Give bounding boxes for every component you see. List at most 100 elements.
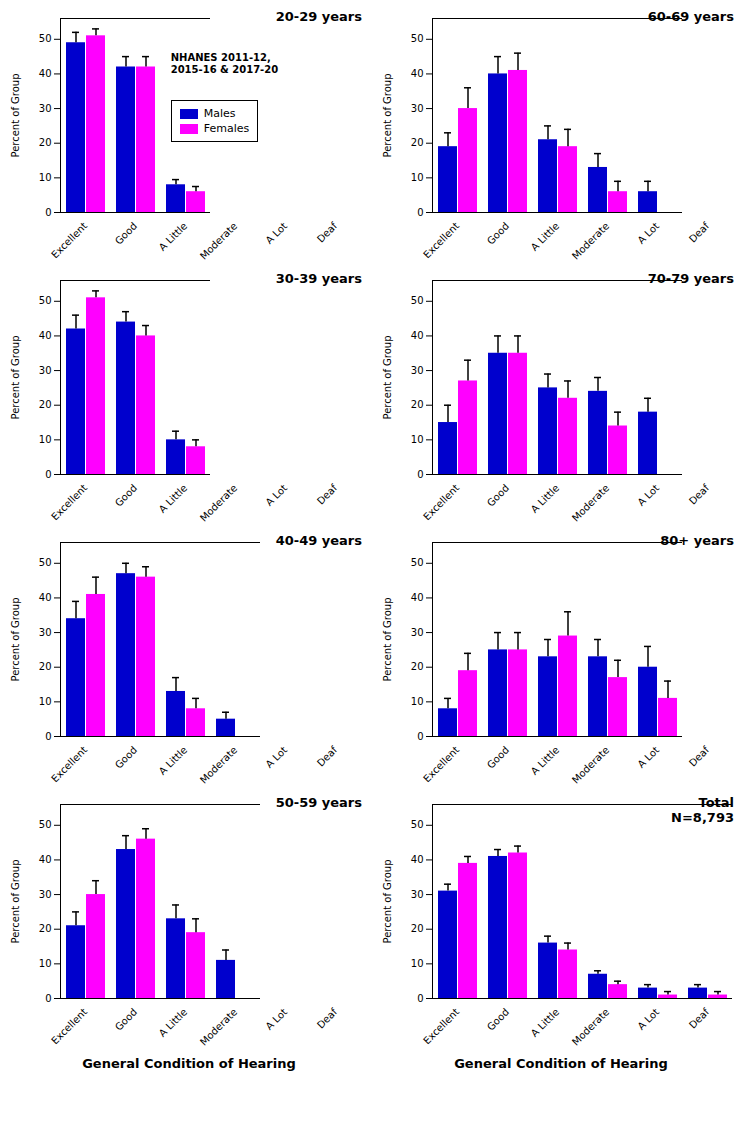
svg-text:10: 10 (411, 696, 424, 707)
svg-text:50: 50 (411, 557, 424, 568)
svg-text:0: 0 (417, 731, 423, 742)
svg-text:0: 0 (45, 207, 51, 218)
svg-text:A Little: A Little (157, 220, 190, 253)
svg-text:Moderate: Moderate (198, 220, 239, 261)
svg-text:A Little: A Little (529, 744, 562, 777)
svg-text:30: 30 (39, 365, 52, 376)
svg-text:Percent of Group: Percent of Group (382, 859, 393, 943)
svg-text:Percent of Group: Percent of Group (10, 597, 21, 681)
svg-text:20: 20 (411, 399, 424, 410)
svg-text:30: 30 (39, 889, 52, 900)
svg-text:Moderate: Moderate (570, 220, 611, 261)
svg-text:Deaf: Deaf (315, 482, 340, 507)
svg-text:30: 30 (411, 889, 424, 900)
svg-text:Deaf: Deaf (315, 220, 340, 245)
svg-text:10: 10 (411, 958, 424, 969)
svg-text:50: 50 (39, 557, 52, 568)
svg-text:0: 0 (417, 207, 423, 218)
svg-text:Excellent: Excellent (421, 482, 461, 522)
svg-text:A Lot: A Lot (635, 744, 661, 770)
svg-text:10: 10 (39, 958, 52, 969)
svg-text:A Lot: A Lot (263, 1006, 289, 1032)
svg-text:Deaf: Deaf (687, 482, 712, 507)
svg-text:Good: Good (113, 1006, 139, 1032)
svg-text:A Little: A Little (529, 1006, 562, 1039)
svg-text:Moderate: Moderate (570, 1006, 611, 1047)
svg-text:A Lot: A Lot (635, 220, 661, 246)
svg-text:Excellent: Excellent (49, 1006, 89, 1046)
svg-text:Moderate: Moderate (198, 744, 239, 785)
svg-text:Percent of Group: Percent of Group (382, 335, 393, 419)
svg-text:Good: Good (485, 482, 511, 508)
svg-text:10: 10 (39, 696, 52, 707)
svg-text:20: 20 (39, 923, 52, 934)
svg-text:A Little: A Little (157, 1006, 190, 1039)
svg-text:0: 0 (45, 731, 51, 742)
svg-text:Excellent: Excellent (49, 220, 89, 260)
svg-text:Good: Good (485, 744, 511, 770)
svg-text:Deaf: Deaf (315, 744, 340, 769)
svg-text:40: 40 (39, 854, 52, 865)
svg-text:0: 0 (417, 993, 423, 1004)
svg-text:Moderate: Moderate (570, 482, 611, 523)
svg-text:10: 10 (411, 434, 424, 445)
svg-text:Percent of Group: Percent of Group (382, 597, 393, 681)
svg-text:A Little: A Little (157, 482, 190, 515)
svg-text:50: 50 (411, 819, 424, 830)
svg-text:10: 10 (39, 434, 52, 445)
svg-text:Moderate: Moderate (198, 1006, 239, 1047)
svg-text:Excellent: Excellent (421, 1006, 461, 1046)
svg-text:40: 40 (39, 330, 52, 341)
svg-text:Excellent: Excellent (421, 220, 461, 260)
svg-text:20: 20 (39, 661, 52, 672)
svg-text:Moderate: Moderate (198, 482, 239, 523)
svg-text:A Lot: A Lot (635, 482, 661, 508)
svg-text:Excellent: Excellent (49, 744, 89, 784)
svg-text:50: 50 (39, 33, 52, 44)
svg-text:Deaf: Deaf (687, 744, 712, 769)
svg-text:A Lot: A Lot (263, 744, 289, 770)
svg-text:Percent of Group: Percent of Group (10, 335, 21, 419)
svg-text:30: 30 (39, 627, 52, 638)
svg-text:10: 10 (39, 172, 52, 183)
svg-text:Good: Good (485, 1006, 511, 1032)
svg-text:A Little: A Little (157, 744, 190, 777)
svg-text:20: 20 (411, 661, 424, 672)
svg-text:40: 40 (39, 68, 52, 79)
svg-text:Excellent: Excellent (49, 482, 89, 522)
svg-text:50: 50 (411, 295, 424, 306)
svg-text:40: 40 (39, 592, 52, 603)
svg-text:Percent of Group: Percent of Group (10, 859, 21, 943)
svg-text:50: 50 (39, 819, 52, 830)
svg-text:30: 30 (411, 365, 424, 376)
svg-text:Good: Good (113, 482, 139, 508)
svg-text:0: 0 (45, 993, 51, 1004)
svg-text:50: 50 (39, 295, 52, 306)
svg-text:0: 0 (417, 469, 423, 480)
svg-text:40: 40 (411, 592, 424, 603)
svg-text:Good: Good (113, 220, 139, 246)
svg-text:40: 40 (411, 68, 424, 79)
svg-text:50: 50 (411, 33, 424, 44)
svg-text:A Little: A Little (529, 220, 562, 253)
svg-text:10: 10 (411, 172, 424, 183)
svg-text:40: 40 (411, 854, 424, 865)
svg-text:Deaf: Deaf (315, 1006, 340, 1031)
svg-text:20: 20 (39, 137, 52, 148)
svg-text:30: 30 (411, 627, 424, 638)
svg-text:Percent of Group: Percent of Group (10, 73, 21, 157)
svg-text:A Lot: A Lot (263, 220, 289, 246)
svg-text:20: 20 (411, 923, 424, 934)
svg-text:20: 20 (39, 399, 52, 410)
svg-text:Moderate: Moderate (570, 744, 611, 785)
svg-text:40: 40 (411, 330, 424, 341)
svg-text:20: 20 (411, 137, 424, 148)
svg-text:Good: Good (113, 744, 139, 770)
svg-text:Deaf: Deaf (687, 1006, 712, 1031)
svg-text:Good: Good (485, 220, 511, 246)
svg-text:Excellent: Excellent (421, 744, 461, 784)
svg-text:30: 30 (411, 103, 424, 114)
svg-text:30: 30 (39, 103, 52, 114)
svg-text:A Lot: A Lot (635, 1006, 661, 1032)
svg-text:Percent of Group: Percent of Group (382, 73, 393, 157)
